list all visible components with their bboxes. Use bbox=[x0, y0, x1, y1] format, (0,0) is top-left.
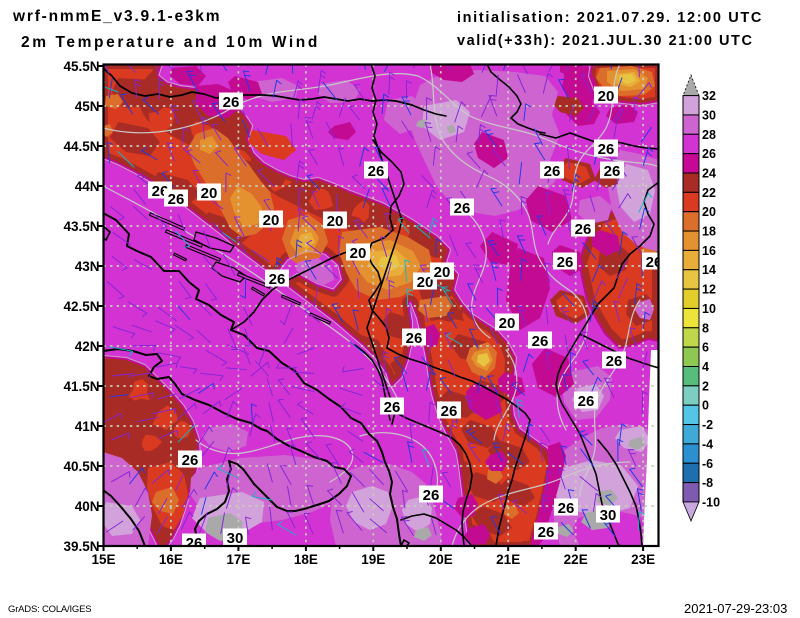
svg-text:2021-07-29-23:03: 2021-07-29-23:03 bbox=[684, 601, 787, 616]
svg-text:26: 26 bbox=[604, 163, 621, 180]
svg-text:8: 8 bbox=[702, 321, 709, 335]
svg-text:26: 26 bbox=[423, 487, 440, 504]
svg-text:14: 14 bbox=[702, 263, 716, 277]
svg-text:initialisation: 2021.07.29. 12: initialisation: 2021.07.29. 12:00 UTC bbox=[457, 10, 763, 26]
svg-text:43N: 43N bbox=[75, 259, 100, 274]
svg-text:19E: 19E bbox=[361, 552, 385, 567]
svg-text:26: 26 bbox=[557, 254, 574, 271]
svg-text:41.5N: 41.5N bbox=[63, 379, 99, 394]
svg-text:10: 10 bbox=[702, 302, 716, 316]
svg-text:40.5N: 40.5N bbox=[63, 459, 99, 474]
svg-text:30: 30 bbox=[600, 507, 617, 524]
svg-text:45N: 45N bbox=[75, 99, 100, 114]
svg-text:39.5N: 39.5N bbox=[63, 539, 99, 554]
svg-text:-10: -10 bbox=[702, 496, 720, 510]
svg-text:20: 20 bbox=[201, 185, 218, 202]
svg-text:20: 20 bbox=[434, 264, 451, 281]
svg-text:20: 20 bbox=[499, 315, 516, 332]
svg-text:40N: 40N bbox=[75, 499, 100, 514]
svg-text:32: 32 bbox=[702, 89, 716, 103]
svg-text:2: 2 bbox=[702, 379, 709, 393]
svg-text:-4: -4 bbox=[702, 437, 713, 451]
svg-text:valid(+33h): 2021.JUL.30 21:00: valid(+33h): 2021.JUL.30 21:00 UTC bbox=[457, 33, 754, 49]
svg-text:-2: -2 bbox=[702, 418, 713, 432]
svg-text:22E: 22E bbox=[564, 552, 588, 567]
svg-text:4: 4 bbox=[702, 360, 709, 374]
svg-text:24: 24 bbox=[702, 167, 716, 181]
svg-text:26: 26 bbox=[441, 403, 458, 420]
svg-text:12: 12 bbox=[702, 283, 716, 297]
svg-text:26: 26 bbox=[368, 163, 385, 180]
svg-text:GrADS: COLA/IGES: GrADS: COLA/IGES bbox=[8, 604, 91, 615]
svg-text:wrf-nmmE_v3.9.1-e3km: wrf-nmmE_v3.9.1-e3km bbox=[12, 8, 221, 25]
svg-text:26: 26 bbox=[544, 163, 561, 180]
svg-text:26: 26 bbox=[646, 254, 663, 271]
svg-text:20: 20 bbox=[417, 274, 434, 291]
svg-text:21E: 21E bbox=[496, 552, 520, 567]
svg-text:26: 26 bbox=[702, 147, 716, 161]
svg-text:28: 28 bbox=[702, 128, 716, 142]
svg-text:17E: 17E bbox=[226, 552, 250, 567]
svg-text:44N: 44N bbox=[75, 179, 100, 194]
svg-text:44.5N: 44.5N bbox=[63, 139, 99, 154]
svg-text:20E: 20E bbox=[429, 552, 453, 567]
svg-text:26: 26 bbox=[384, 399, 401, 416]
svg-text:20: 20 bbox=[350, 245, 367, 262]
svg-text:26: 26 bbox=[223, 94, 240, 111]
svg-text:20: 20 bbox=[327, 213, 344, 230]
svg-text:30: 30 bbox=[227, 530, 244, 547]
svg-text:41N: 41N bbox=[75, 419, 100, 434]
svg-text:18E: 18E bbox=[294, 552, 318, 567]
svg-text:42N: 42N bbox=[75, 339, 100, 354]
svg-text:15E: 15E bbox=[91, 552, 115, 567]
svg-text:26: 26 bbox=[454, 200, 471, 217]
svg-text:26: 26 bbox=[598, 141, 615, 158]
svg-text:26: 26 bbox=[558, 500, 575, 517]
svg-text:26: 26 bbox=[575, 221, 592, 238]
svg-text:26: 26 bbox=[578, 393, 595, 410]
svg-text:-8: -8 bbox=[702, 476, 713, 490]
svg-text:23E: 23E bbox=[631, 552, 655, 567]
svg-text:26: 26 bbox=[538, 524, 555, 541]
svg-text:26: 26 bbox=[269, 271, 286, 288]
svg-text:16E: 16E bbox=[159, 552, 183, 567]
svg-text:20: 20 bbox=[598, 88, 615, 105]
svg-text:16: 16 bbox=[702, 244, 716, 258]
svg-text:0: 0 bbox=[702, 399, 709, 413]
svg-text:2m Temperature and 10m Wind: 2m Temperature and 10m Wind bbox=[21, 34, 320, 51]
svg-text:6: 6 bbox=[702, 341, 709, 355]
svg-text:43.5N: 43.5N bbox=[63, 219, 99, 234]
svg-text:20: 20 bbox=[702, 205, 716, 219]
svg-text:26: 26 bbox=[182, 452, 199, 469]
svg-text:30: 30 bbox=[702, 108, 716, 122]
svg-text:42.5N: 42.5N bbox=[63, 299, 99, 314]
svg-text:18: 18 bbox=[702, 225, 716, 239]
svg-text:26: 26 bbox=[606, 353, 623, 370]
svg-text:26: 26 bbox=[186, 535, 203, 552]
svg-text:22: 22 bbox=[702, 186, 716, 200]
svg-text:26: 26 bbox=[532, 333, 549, 350]
svg-text:26: 26 bbox=[406, 330, 423, 347]
svg-text:26: 26 bbox=[168, 191, 185, 208]
svg-text:20: 20 bbox=[263, 212, 280, 229]
svg-text:-6: -6 bbox=[702, 457, 713, 471]
svg-text:45.5N: 45.5N bbox=[63, 59, 99, 74]
